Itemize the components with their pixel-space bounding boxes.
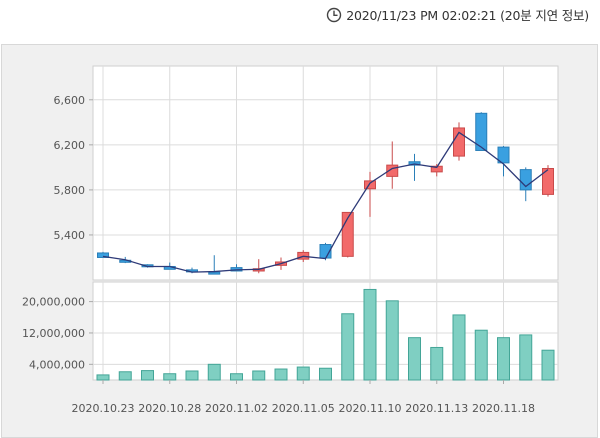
ma-line-group <box>102 131 549 273</box>
volume-bar <box>141 370 154 381</box>
volume-bar <box>519 334 533 381</box>
x-tick-label: 2020.11.10 <box>339 402 402 415</box>
volume-bar <box>363 288 377 381</box>
candle <box>364 171 376 217</box>
price-tick-label: 6,200 <box>54 139 86 152</box>
volume-bar <box>319 367 332 381</box>
volume-tick-label: 12,000,000 <box>22 327 85 340</box>
x-tick-label: 2020.10.28 <box>138 402 201 415</box>
volume-bar <box>207 363 221 381</box>
volume-bar <box>230 373 243 381</box>
volume-bar <box>408 337 421 381</box>
candle <box>475 112 488 151</box>
candle-body <box>542 167 554 195</box>
volume-bar <box>474 329 488 381</box>
price-tick-label: 5,400 <box>54 229 86 242</box>
volume-y-ticks: 4,000,000 12,000,000 20,000,000 <box>22 296 93 371</box>
candle <box>497 145 510 177</box>
x-tick-label: 2020.11.02 <box>205 402 268 415</box>
x-tick-label: 2020.11.13 <box>405 402 468 415</box>
volume-bar <box>452 314 466 381</box>
candle-body <box>497 146 510 164</box>
volume-tick-label: 4,000,000 <box>29 358 85 371</box>
volume-tick-label: 20,000,000 <box>22 296 85 309</box>
volume-bar <box>185 370 199 381</box>
volume-bar <box>96 374 110 381</box>
timestamp-text: 2020/11/23 PM 02:02:21 (20분 지연 정보) <box>346 8 589 23</box>
volume-bar <box>252 370 266 381</box>
candle-body <box>208 271 221 275</box>
price-tick-label: 6,600 <box>54 94 86 107</box>
x-axis-ticks: 2020.10.23 2020.10.28 2020.11.02 2020.11.05… <box>72 380 535 415</box>
x-tick-label: 2020.10.23 <box>72 402 135 415</box>
volume-bar <box>430 346 444 381</box>
volume-panel <box>92 281 559 381</box>
timestamp-row: 2020/11/23 PM 02:02:21 (20분 지연 정보) <box>326 5 589 24</box>
clock-icon <box>327 7 342 22</box>
candle-body <box>341 211 354 257</box>
volume-bar <box>497 337 510 381</box>
candle <box>341 211 354 258</box>
candle-body <box>364 180 376 190</box>
x-tick-label: 2020.11.18 <box>472 402 535 415</box>
price-tick-label: 5,800 <box>54 184 86 197</box>
volume-bar <box>274 368 288 381</box>
candle-body <box>97 252 109 258</box>
candle <box>386 141 399 189</box>
candle <box>519 167 532 202</box>
volume-bar <box>541 349 555 381</box>
volume-bar <box>296 366 310 381</box>
volume-bar <box>341 313 355 381</box>
volume-bar <box>118 371 132 381</box>
candle-body <box>386 164 399 177</box>
candlesticks <box>97 112 554 275</box>
volume-bar <box>385 300 399 381</box>
x-tick-label: 2020.11.05 <box>272 402 335 415</box>
volume-bars <box>96 288 555 381</box>
volume-bar <box>163 373 177 381</box>
candle-body <box>519 169 532 191</box>
candle-body <box>475 112 488 151</box>
price-y-ticks: 5,400 5,800 6,200 6,600 <box>54 94 93 242</box>
ma-line <box>102 131 549 273</box>
candle <box>453 122 465 161</box>
